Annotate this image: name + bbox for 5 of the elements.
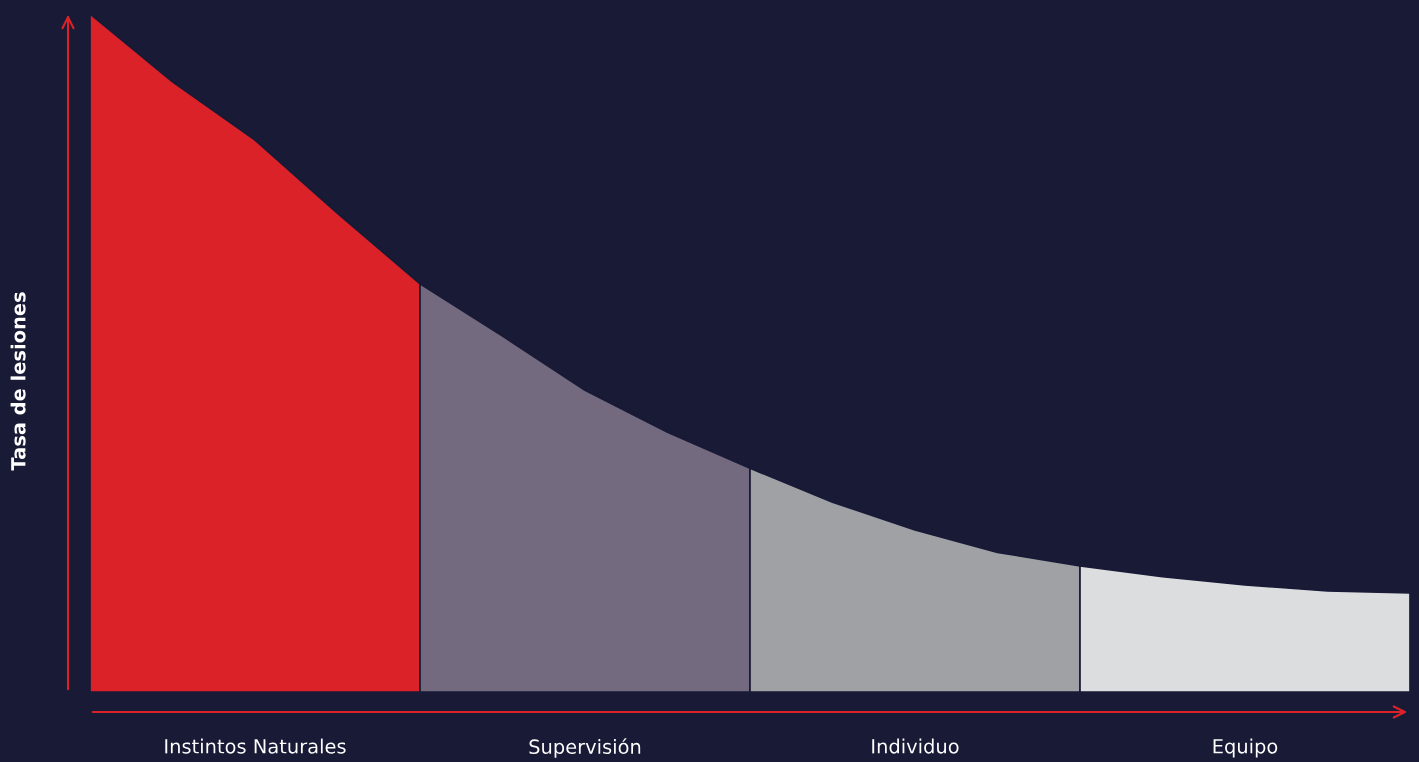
y-axis-title: Tasa de lesiones: [10, 292, 26, 471]
text: Equipo: [1213, 738, 1278, 758]
text: Individuo: [872, 738, 959, 754]
text: Instintos Naturales: [165, 738, 346, 754]
text: Supervisión: [529, 738, 641, 758]
